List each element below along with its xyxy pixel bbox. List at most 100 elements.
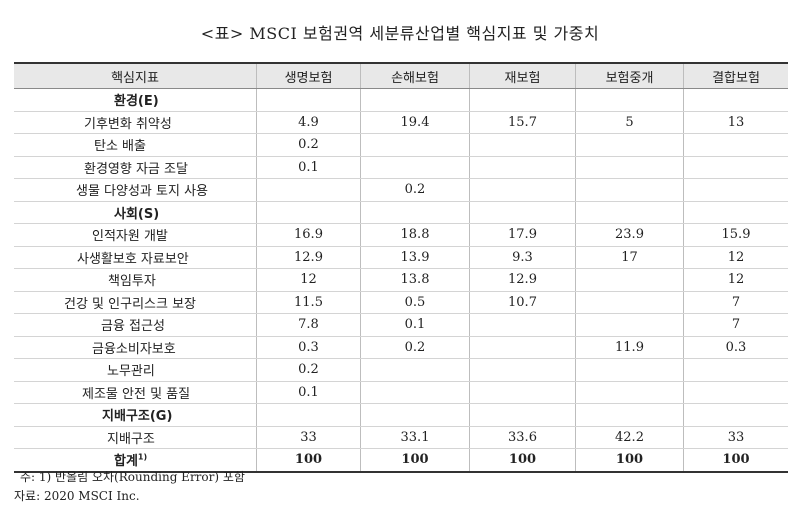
weight-cell bbox=[256, 178, 361, 202]
weight-cell: 18.8 bbox=[360, 223, 470, 247]
table-row: 지배구조(G) bbox=[14, 403, 788, 427]
total-label-text: 합계 bbox=[114, 454, 138, 470]
weight-cell bbox=[469, 358, 576, 382]
weight-cell bbox=[360, 201, 470, 224]
category-label: 사회(S) bbox=[14, 201, 257, 224]
weight-cell: 15.9 bbox=[683, 223, 788, 247]
table-row: 지배구조 33 33.1 33.6 42.2 33 bbox=[14, 426, 788, 449]
weight-cell: 23.9 bbox=[575, 223, 684, 247]
weight-cell bbox=[469, 201, 576, 224]
source-note: 자료: 2020 MSCI Inc. bbox=[14, 489, 140, 503]
weight-cell bbox=[469, 88, 576, 112]
weight-cell: 17 bbox=[575, 246, 684, 269]
weight-cell bbox=[575, 178, 684, 202]
weight-cell: 33 bbox=[683, 426, 788, 449]
indicator-label: 생물 다양성과 토지 사용 bbox=[14, 178, 257, 202]
table-row: 제조물 안전 및 품질 0.1 bbox=[14, 381, 788, 404]
header-indicator: 핵심지표 bbox=[14, 62, 257, 89]
weight-cell bbox=[575, 358, 684, 382]
indicator-table: 핵심지표 생명보험 손해보험 재보험 보험중개 결합보험 환경(E) 기후변화 취… bbox=[14, 62, 788, 473]
weight-cell: 0.2 bbox=[360, 336, 470, 359]
total-cell: 100 bbox=[575, 448, 684, 473]
total-row: 합계1) 100 100 100 100 100 bbox=[14, 448, 788, 473]
weight-cell bbox=[575, 156, 684, 179]
weight-cell: 0.2 bbox=[256, 133, 361, 157]
weight-cell bbox=[575, 313, 684, 337]
weight-cell bbox=[360, 381, 470, 404]
weight-cell: 42.2 bbox=[575, 426, 684, 449]
weight-cell: 0.1 bbox=[256, 156, 361, 179]
total-cell: 100 bbox=[469, 448, 576, 473]
indicator-label: 금융 접근성 bbox=[14, 313, 257, 337]
weight-cell bbox=[575, 133, 684, 157]
weight-cell: 11.9 bbox=[575, 336, 684, 359]
table-row: 건강 및 인구리스크 보장 11.5 0.5 10.7 7 bbox=[14, 291, 788, 314]
total-cell: 100 bbox=[256, 448, 361, 473]
weight-cell bbox=[256, 201, 361, 224]
weight-cell: 0.3 bbox=[683, 336, 788, 359]
weight-cell: 0.3 bbox=[256, 336, 361, 359]
weight-cell: 12.9 bbox=[469, 268, 576, 292]
indicator-label: 건강 및 인구리스크 보장 bbox=[14, 291, 257, 314]
footnote: 주: 1) 반올림 오차(Rounding Error) 포함 bbox=[20, 470, 245, 484]
indicator-label: 노무관리 bbox=[14, 358, 257, 382]
weight-cell bbox=[469, 156, 576, 179]
weight-cell: 16.9 bbox=[256, 223, 361, 247]
weight-cell bbox=[683, 88, 788, 112]
weight-cell bbox=[469, 313, 576, 337]
weight-cell: 19.4 bbox=[360, 111, 470, 134]
indicator-label: 책임투자 bbox=[14, 268, 257, 292]
weight-cell bbox=[469, 178, 576, 202]
weight-cell bbox=[360, 403, 470, 427]
table-row: 환경(E) bbox=[14, 88, 788, 112]
weight-cell: 5 bbox=[575, 111, 684, 134]
weight-cell: 0.2 bbox=[256, 358, 361, 382]
weight-cell bbox=[360, 358, 470, 382]
table-row: 사회(S) bbox=[14, 201, 788, 224]
header-nonlife: 손해보험 bbox=[360, 62, 470, 89]
weight-cell: 13.8 bbox=[360, 268, 470, 292]
total-cell: 100 bbox=[360, 448, 470, 473]
total-footnote-mark: 1) bbox=[137, 452, 148, 462]
weight-cell: 7 bbox=[683, 291, 788, 314]
indicator-label: 지배구조 bbox=[14, 426, 257, 449]
header-life: 생명보험 bbox=[256, 62, 361, 89]
indicator-label: 환경영향 자금 조달 bbox=[14, 156, 257, 179]
weight-cell: 13 bbox=[683, 111, 788, 134]
weight-cell: 7.8 bbox=[256, 313, 361, 337]
weight-cell bbox=[683, 156, 788, 179]
weight-cell bbox=[575, 268, 684, 292]
weight-cell: 0.2 bbox=[360, 178, 470, 202]
header-multiline: 결합보험 bbox=[683, 62, 788, 89]
table-row: 금융소비자보호 0.3 0.2 11.9 0.3 bbox=[14, 336, 788, 359]
weight-cell: 0.5 bbox=[360, 291, 470, 314]
weight-cell bbox=[575, 201, 684, 224]
weight-cell: 11.5 bbox=[256, 291, 361, 314]
header-reinsurance: 재보험 bbox=[469, 62, 576, 89]
weight-cell bbox=[469, 403, 576, 427]
table-body: 환경(E) 기후변화 취약성 4.9 19.4 15.7 5 13 탄소 배출 0.2 환경영향 … bbox=[14, 88, 788, 473]
indicator-label: 기후변화 취약성 bbox=[14, 111, 257, 134]
weight-cell: 10.7 bbox=[469, 291, 576, 314]
weight-cell: 12 bbox=[683, 268, 788, 292]
indicator-label: 제조물 안전 및 품질 bbox=[14, 381, 257, 404]
weight-cell bbox=[469, 381, 576, 404]
weight-cell: 13.9 bbox=[360, 246, 470, 269]
total-label: 합계1) bbox=[14, 448, 257, 473]
weight-cell bbox=[575, 403, 684, 427]
weight-cell: 7 bbox=[683, 313, 788, 337]
weight-cell: 33.6 bbox=[469, 426, 576, 449]
table-row: 금융 접근성 7.8 0.1 7 bbox=[14, 313, 788, 337]
indicator-label: 금융소비자보호 bbox=[14, 336, 257, 359]
header-brokerage: 보험중개 bbox=[575, 62, 684, 89]
weight-cell bbox=[683, 178, 788, 202]
weight-cell: 15.7 bbox=[469, 111, 576, 134]
weight-cell bbox=[683, 133, 788, 157]
weight-cell: 4.9 bbox=[256, 111, 361, 134]
weight-cell: 12 bbox=[256, 268, 361, 292]
table-row: 책임투자 12 13.8 12.9 12 bbox=[14, 268, 788, 292]
weight-cell: 17.9 bbox=[469, 223, 576, 247]
table-row: 탄소 배출 0.2 bbox=[14, 133, 788, 157]
weight-cell: 33.1 bbox=[360, 426, 470, 449]
weight-cell bbox=[575, 88, 684, 112]
